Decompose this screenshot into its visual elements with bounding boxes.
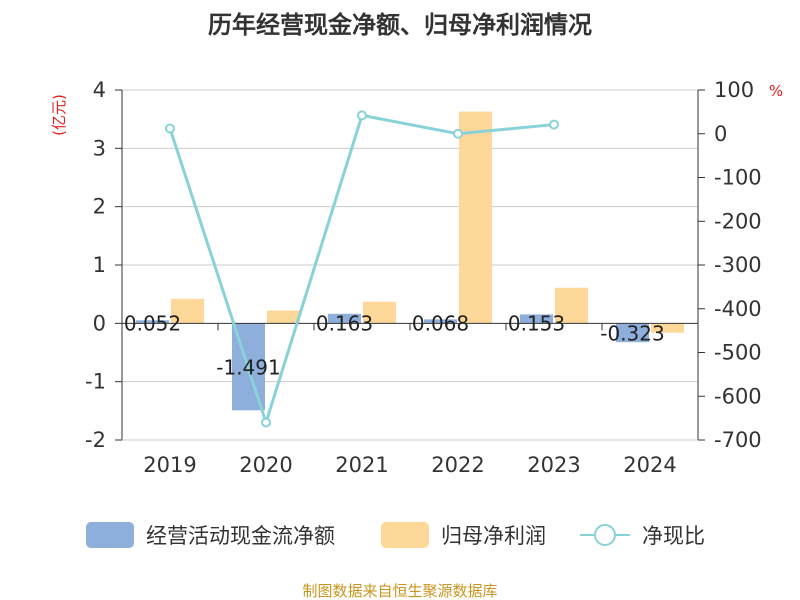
ratio-point xyxy=(453,128,463,139)
right-tick-label: 100 xyxy=(714,78,754,102)
ratio-line xyxy=(165,110,559,428)
legend-swatch-profit xyxy=(381,522,429,548)
right-tick-label: -300 xyxy=(714,253,762,277)
legend-label-profit: 归母净利润 xyxy=(441,524,546,548)
ratio-point xyxy=(165,123,175,134)
ratio-point xyxy=(261,417,271,428)
ticks: 4 3 2 1 0 -1 -2 100 0 -100 -200 -300 -400 -500 -600 -70… xyxy=(85,78,762,477)
right-tick-label: -400 xyxy=(714,297,762,321)
cashflow-data-label: 0.163 xyxy=(316,311,373,335)
x-tick-label: 2024 xyxy=(623,453,676,477)
x-tick-label: 2021 xyxy=(335,453,388,477)
bars xyxy=(136,111,684,411)
x-tick-label: 2020 xyxy=(239,453,292,477)
left-tick-label: 3 xyxy=(93,136,106,160)
profit-bar xyxy=(171,298,204,324)
left-tick-label: 1 xyxy=(93,253,106,277)
legend-swatch-cashflow xyxy=(86,522,134,548)
grid xyxy=(122,89,698,441)
left-axis-unit: (亿元) xyxy=(50,94,68,136)
axes xyxy=(115,89,705,441)
ratio-point xyxy=(357,110,367,121)
right-tick-label: -200 xyxy=(714,209,762,233)
cashflow-bar xyxy=(328,313,361,324)
cashflow-bar xyxy=(616,323,649,343)
right-tick-label: -100 xyxy=(714,166,762,190)
right-tick-label: 0 xyxy=(714,122,727,146)
left-tick-label: -1 xyxy=(85,370,106,394)
profit-bar xyxy=(363,301,396,324)
legend-swatch-ratio-point xyxy=(594,524,616,546)
cashflow-bar xyxy=(424,319,457,324)
legend-label-ratio: 净现比 xyxy=(642,524,705,548)
profit-bar xyxy=(267,310,300,324)
data-labels: 0.052 -1.491 0.163 0.068 0.153 -0.323 xyxy=(124,311,665,379)
cashflow-data-label: 0.052 xyxy=(124,311,181,335)
chart-title: 历年经营现金净额、归母净利润情况 xyxy=(208,11,592,39)
source-note: 制图数据来自恒生聚源数据库 xyxy=(302,582,497,600)
left-tick-label: 2 xyxy=(93,195,106,219)
right-axis-unit: % xyxy=(769,82,783,100)
left-tick-label: 0 xyxy=(93,311,106,335)
x-tick-label: 2023 xyxy=(527,453,580,477)
left-tick-label: 4 xyxy=(93,78,106,102)
cashflow-data-label: 0.153 xyxy=(508,311,565,335)
cashflow-bar xyxy=(520,314,553,324)
profit-bar xyxy=(651,323,684,333)
cashflow-bar xyxy=(136,320,169,324)
profit-bar xyxy=(555,287,588,324)
left-tick-label: -2 xyxy=(85,428,106,452)
cashflow-data-label: 0.068 xyxy=(412,311,469,335)
right-tick-label: -700 xyxy=(714,428,762,452)
x-tick-label: 2022 xyxy=(431,453,484,477)
legend: 经营活动现金流净额 归母净利润 净现比 xyxy=(86,522,705,548)
legend-label-cashflow: 经营活动现金流净额 xyxy=(146,524,335,548)
x-tick-label: 2019 xyxy=(143,453,196,477)
right-tick-label: -600 xyxy=(714,384,762,408)
ratio-point xyxy=(549,119,559,130)
profit-bar xyxy=(459,111,492,324)
right-tick-label: -500 xyxy=(714,341,762,365)
cashflow-data-label: -0.323 xyxy=(600,321,664,345)
cashflow-data-label: -1.491 xyxy=(216,355,280,379)
